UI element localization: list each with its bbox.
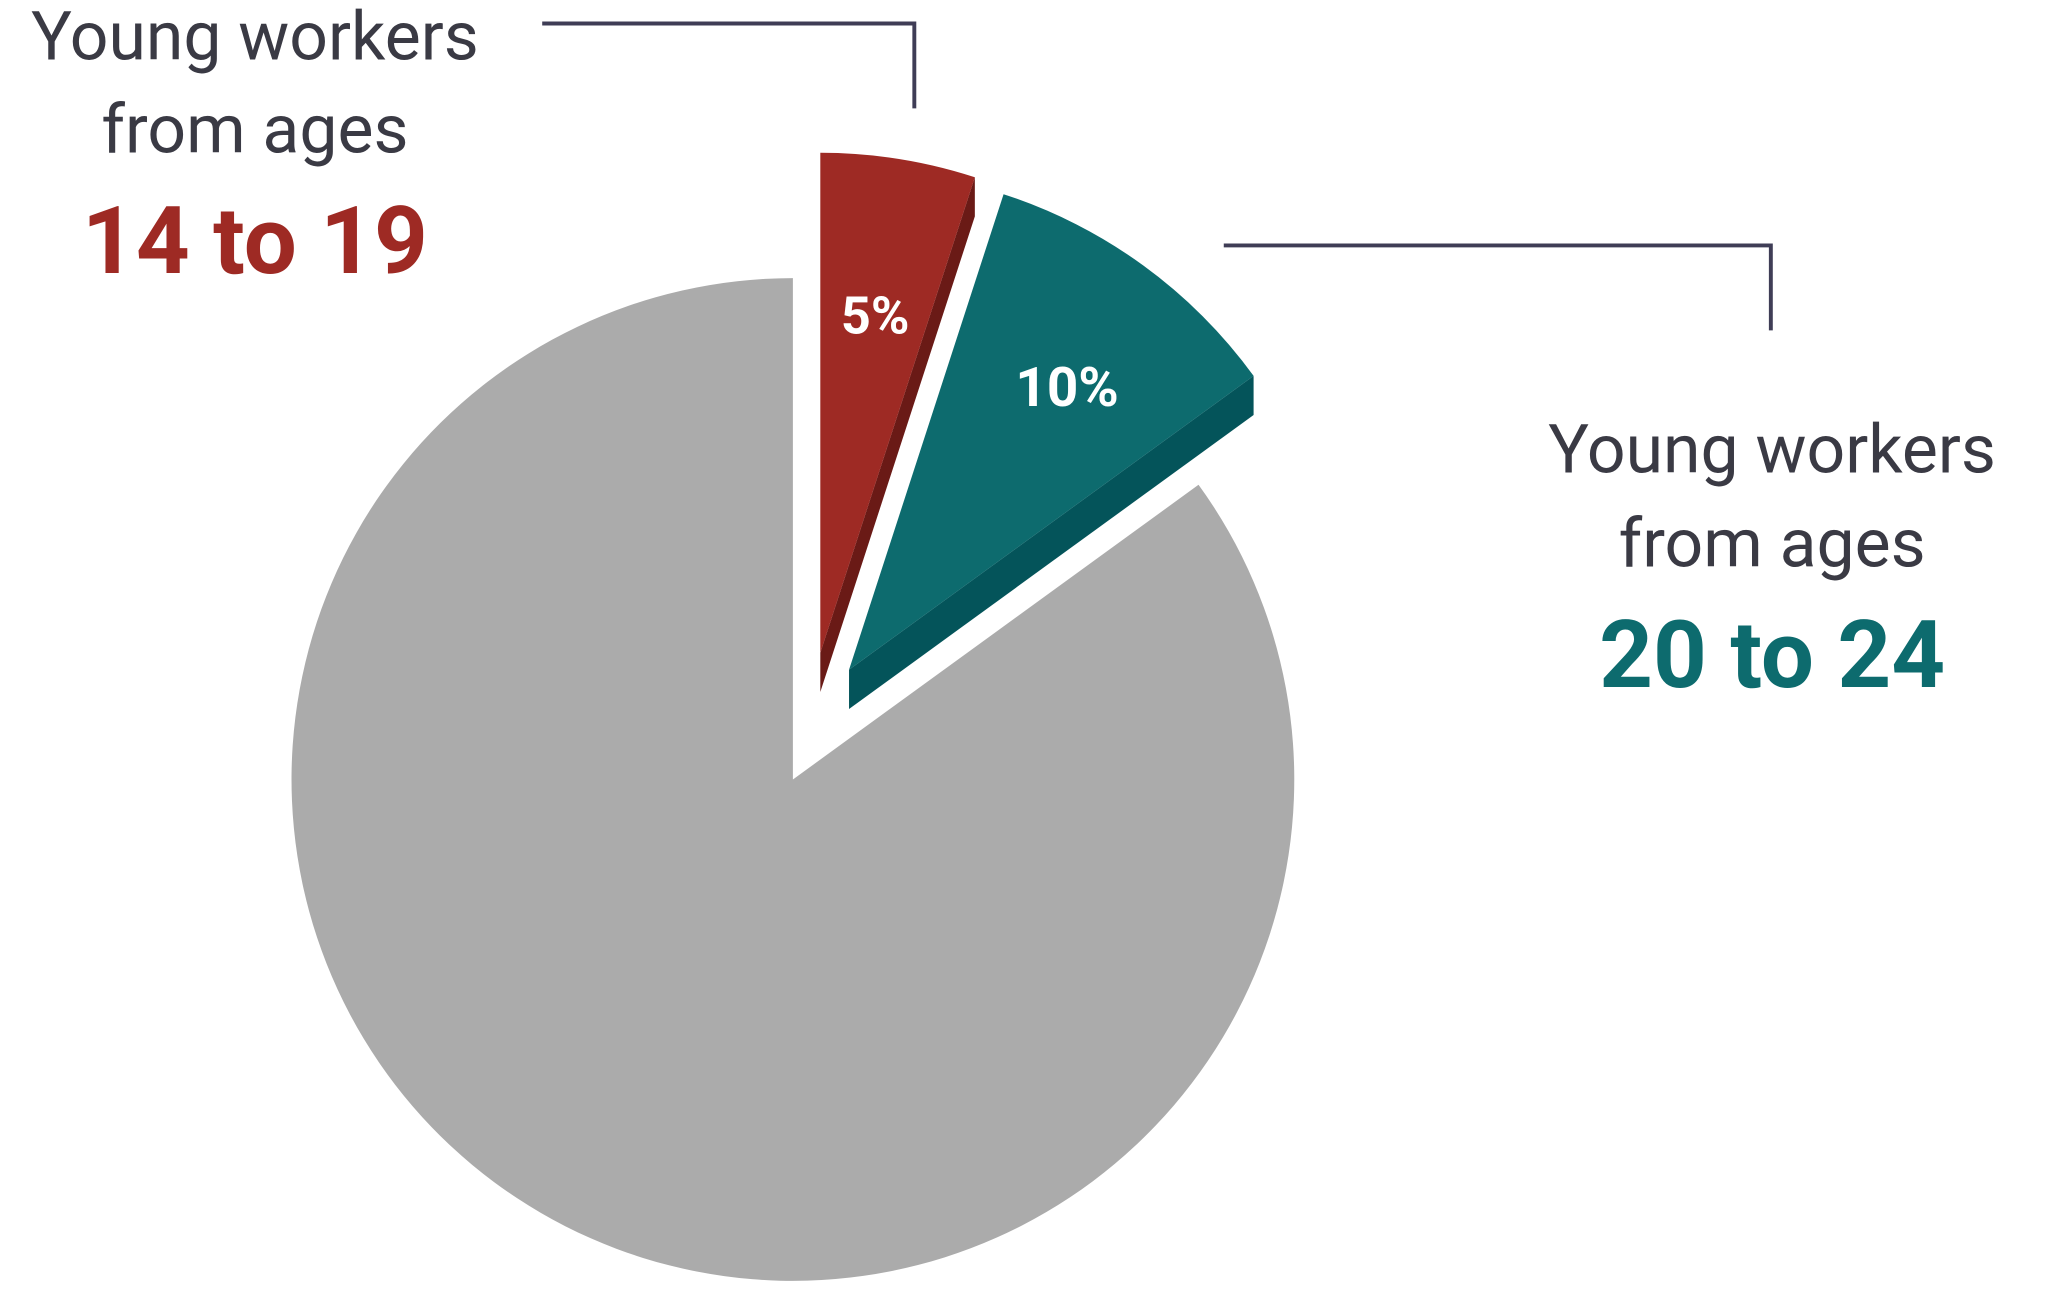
value-label: 5%: [841, 286, 910, 347]
labels: 5% Young workers from ages 14 to 19 10% Young…: [31, 0, 1996, 710]
pie-slice: [849, 194, 1254, 670]
slice-side: [820, 177, 975, 693]
leader-line: [542, 21, 917, 109]
category-label: 20 to 24: [1599, 600, 1945, 710]
slices: [291, 152, 1295, 1281]
slice-sides: [820, 177, 1254, 709]
leader-line: [1223, 243, 1773, 331]
slice-side: [849, 375, 1254, 709]
pie-slice: [291, 278, 1295, 1281]
category-label: 14 to 19: [82, 186, 428, 296]
annotation: from ages: [101, 89, 408, 169]
annotation: from ages: [1619, 503, 1926, 583]
pie-slice: [820, 152, 975, 653]
annotation: Young workers: [1548, 409, 1996, 489]
annotation: Young workers: [31, 0, 479, 77]
value-label: 10%: [1015, 356, 1118, 420]
